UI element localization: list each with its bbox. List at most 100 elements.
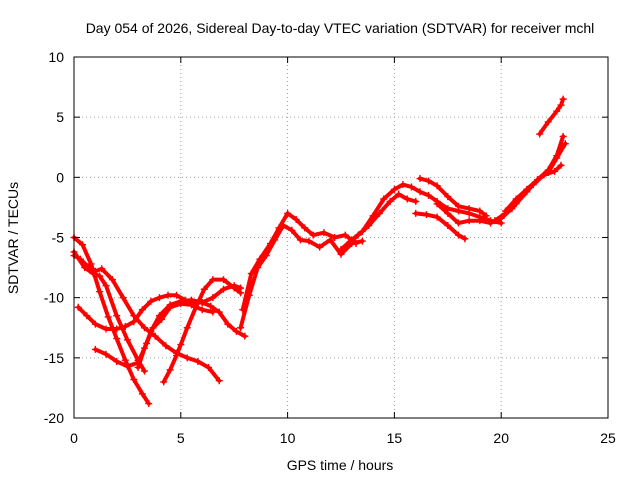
- data-point: [275, 224, 283, 232]
- data-point: [74, 303, 82, 311]
- data-point: [476, 207, 484, 215]
- data-point: [309, 231, 317, 239]
- data-point: [454, 219, 462, 227]
- x-tick-label: 0: [70, 430, 78, 446]
- data-point: [183, 324, 191, 332]
- data-point: [102, 282, 110, 290]
- data-point: [130, 375, 138, 383]
- data-point: [358, 237, 366, 245]
- data-point: [173, 291, 181, 299]
- data-point: [433, 213, 441, 221]
- x-tick-label: 10: [280, 430, 296, 446]
- data-point: [85, 264, 93, 272]
- chart-title: Day 054 of 2026, Sidereal Day-to-day VTE…: [86, 20, 595, 36]
- data-point: [239, 306, 247, 314]
- data-point: [292, 215, 300, 223]
- x-tick-label: 5: [177, 430, 185, 446]
- data-point: [296, 236, 304, 244]
- x-tick-label: 20: [493, 430, 509, 446]
- data-point: [147, 327, 155, 335]
- data-point: [544, 118, 552, 126]
- data-point: [215, 377, 223, 385]
- data-point: [337, 246, 345, 254]
- data-point: [241, 332, 249, 340]
- data-point: [352, 240, 360, 248]
- data-point: [147, 297, 155, 305]
- data-point: [113, 335, 121, 343]
- data-point: [83, 312, 91, 320]
- data-point: [341, 231, 349, 239]
- data-point: [198, 306, 206, 314]
- data-point: [561, 140, 569, 148]
- x-tick-label: 25: [600, 430, 616, 446]
- data-point: [465, 217, 473, 225]
- data-point: [134, 363, 142, 371]
- data-point: [399, 181, 407, 189]
- data-point: [237, 324, 245, 332]
- data-point: [284, 209, 292, 217]
- data-point: [113, 357, 121, 365]
- data-point: [177, 341, 185, 349]
- data-point: [166, 301, 174, 309]
- data-point: [96, 288, 104, 296]
- data-point: [386, 197, 394, 205]
- data-point: [194, 357, 202, 365]
- series-line: [345, 192, 418, 247]
- data-point: [476, 217, 484, 225]
- y-tick-label: 10: [48, 49, 64, 65]
- data-point: [365, 221, 373, 229]
- data-point: [444, 193, 452, 201]
- data-point: [343, 241, 351, 249]
- data-point: [113, 312, 121, 320]
- series-track-13: [416, 175, 490, 220]
- data-point: [173, 351, 181, 359]
- data-point: [422, 211, 430, 219]
- y-axis-title: SDTVAR / TECUs: [5, 182, 21, 294]
- data-point: [155, 294, 163, 302]
- data-point: [108, 276, 116, 284]
- y-axis-ticks: -20 -15 -10 -5 0 5 10: [44, 49, 608, 426]
- series-track-17: [536, 95, 567, 138]
- x-axis-ticks: 0 5 10 15 20 25: [70, 57, 616, 446]
- series-track-9: [239, 209, 360, 314]
- series-line: [238, 223, 365, 330]
- data-point: [230, 284, 238, 292]
- data-point: [288, 226, 296, 234]
- data-point: [164, 291, 172, 299]
- data-point: [215, 308, 223, 316]
- data-point: [412, 209, 420, 217]
- data-point: [104, 313, 112, 321]
- data-point: [403, 195, 411, 203]
- data-point: [205, 363, 213, 371]
- data-point: [454, 231, 462, 239]
- data-point: [98, 265, 106, 273]
- data-point: [412, 197, 420, 205]
- data-point: [320, 229, 328, 237]
- data-point: [96, 272, 104, 280]
- series-track-16: [501, 140, 569, 215]
- data-point: [465, 205, 473, 213]
- series-track-12: [412, 209, 469, 243]
- series-line: [72, 253, 222, 383]
- data-point: [267, 240, 275, 248]
- data-point: [151, 332, 159, 340]
- data-point: [123, 336, 131, 344]
- y-tick-label: 0: [56, 169, 64, 185]
- data-point: [544, 169, 552, 177]
- data-point: [551, 167, 559, 175]
- y-tick-label: 5: [56, 109, 64, 125]
- y-tick-label: -5: [52, 230, 65, 246]
- series-track-11: [343, 190, 420, 249]
- data-point: [256, 255, 264, 263]
- data-point: [559, 95, 567, 103]
- data-point: [79, 241, 87, 249]
- data-point: [155, 312, 163, 320]
- data-point: [380, 195, 388, 203]
- y-tick-label: -20: [44, 410, 64, 426]
- y-tick-label: -10: [44, 290, 64, 306]
- data-point: [232, 327, 240, 335]
- data-point: [140, 344, 148, 352]
- data-point: [220, 276, 228, 284]
- data-point: [123, 362, 131, 370]
